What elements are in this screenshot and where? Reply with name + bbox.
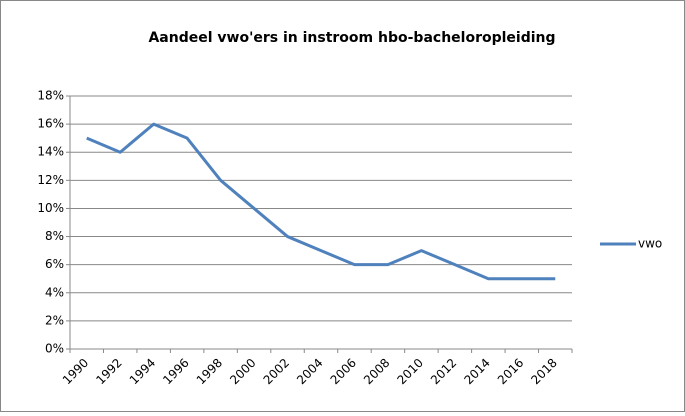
y-tick-label: 2% xyxy=(45,313,64,327)
line-series xyxy=(86,122,556,281)
y-tick-label: 18% xyxy=(37,89,64,103)
y-tick-label: 4% xyxy=(45,285,64,299)
y-tick-label: 14% xyxy=(37,145,64,159)
chart-title: Aandeel vwo'ers in instroom hbo-bachelor… xyxy=(148,30,555,46)
y-tick-label: 12% xyxy=(37,173,64,187)
y-tick-label: 16% xyxy=(37,117,64,131)
y-tick-label: 0% xyxy=(45,342,64,356)
y-tick-label: 10% xyxy=(37,201,64,215)
y-tick-label: 8% xyxy=(45,229,64,243)
legend-label: vwo xyxy=(638,237,662,251)
y-tick-label: 6% xyxy=(45,257,64,271)
